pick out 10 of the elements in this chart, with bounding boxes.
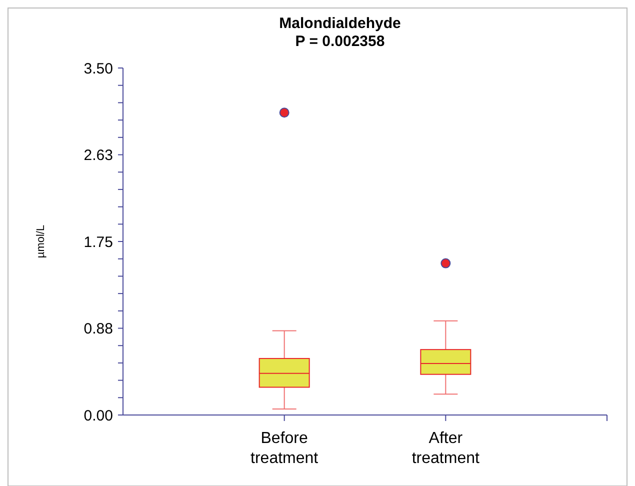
y-tick-label: 0.88 (84, 320, 113, 338)
y-tick-label: 3.50 (84, 60, 113, 78)
y-tick-label: 0.00 (84, 407, 113, 424)
y-axis-title: µmol/L (35, 224, 47, 258)
y-tick-label: 2.63 (84, 147, 113, 164)
x-tick-label: Before treatment (250, 430, 319, 467)
x-tick-label: After treatment (412, 430, 480, 467)
y-tick-label: 1.75 (84, 234, 113, 251)
chart-subtitle: P = 0.002358 (295, 33, 385, 50)
chart-title: Malondialdehyde (279, 15, 401, 32)
